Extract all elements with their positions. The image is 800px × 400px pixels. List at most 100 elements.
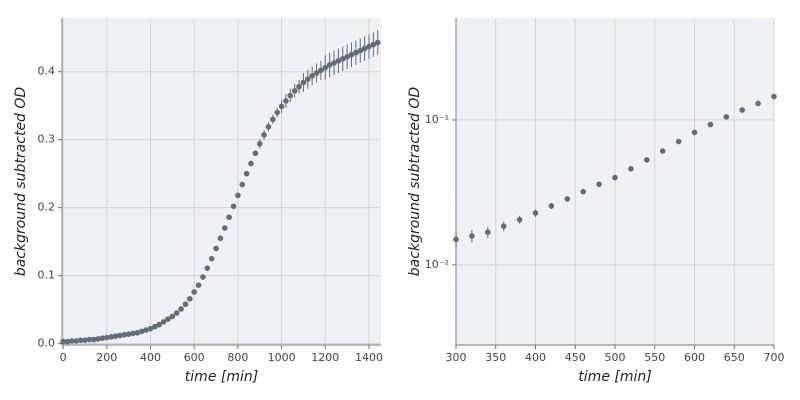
data-point	[108, 334, 114, 340]
data-point	[771, 93, 777, 100]
x-tick-label: 0	[60, 351, 67, 364]
x-tick-label: 500	[605, 351, 626, 364]
data-point	[612, 174, 618, 181]
data-point	[309, 72, 315, 79]
data-point	[313, 70, 320, 76]
data-point	[287, 92, 294, 99]
x-tick-label: 1200	[311, 351, 339, 364]
data-point	[195, 282, 202, 288]
y-tick-label: 10⁻²	[425, 258, 449, 271]
data-point	[469, 233, 475, 239]
data-point	[532, 210, 539, 216]
data-point	[283, 98, 289, 104]
data-point	[204, 265, 211, 271]
data-point	[147, 325, 154, 332]
data-point	[322, 64, 329, 71]
data-point	[169, 313, 176, 320]
data-point	[374, 39, 381, 46]
data-point	[274, 109, 281, 116]
x-axis-label: time [min]	[578, 369, 651, 385]
plot-area	[62, 18, 381, 345]
data-point	[305, 76, 311, 82]
data-point	[548, 203, 555, 209]
data-point	[60, 338, 66, 345]
data-point	[243, 170, 250, 177]
data-point	[326, 62, 333, 68]
data-point	[200, 274, 206, 280]
data-point	[357, 47, 364, 54]
data-point	[675, 138, 682, 145]
data-point	[318, 67, 324, 74]
data-point	[182, 301, 189, 308]
x-tick-label: 350	[485, 351, 506, 364]
y-tick-label: 0.3	[38, 133, 56, 146]
data-point	[235, 192, 241, 199]
data-point	[165, 316, 171, 322]
x-tick-label: 1400	[355, 351, 383, 364]
x-tick-label: 450	[565, 351, 586, 364]
series	[453, 93, 777, 248]
data-point	[723, 114, 730, 120]
y-tick-label: 0.0	[38, 337, 56, 350]
data-point	[178, 306, 184, 312]
data-point	[300, 79, 307, 86]
data-point	[217, 235, 224, 242]
data-point	[344, 53, 350, 60]
data-point	[156, 321, 163, 328]
data-point	[191, 289, 197, 295]
data-point	[644, 157, 650, 163]
data-point	[256, 140, 263, 147]
data-point	[628, 166, 634, 172]
data-point	[291, 87, 298, 94]
y-axis-label: background subtracted OD	[13, 87, 29, 277]
data-point	[564, 196, 571, 202]
data-point	[117, 332, 123, 339]
x-tick-label: 700	[764, 351, 785, 364]
data-point	[239, 181, 246, 188]
x-tick-label: 600	[684, 351, 705, 364]
data-point	[160, 319, 167, 325]
data-point	[86, 336, 93, 343]
data-point	[516, 216, 523, 223]
data-point	[143, 327, 149, 333]
x-tick-label: 1000	[268, 351, 296, 364]
y-tick-label: 0.1	[38, 269, 56, 282]
data-point	[366, 43, 372, 50]
data-point	[103, 334, 110, 341]
data-point	[261, 132, 267, 138]
x-tick-label: 800	[227, 351, 248, 364]
data-point	[580, 188, 586, 195]
x-tick-label: 550	[644, 351, 665, 364]
data-point	[64, 338, 71, 345]
data-point	[361, 45, 368, 52]
data-point	[130, 330, 136, 337]
x-tick-label: 300	[446, 351, 467, 364]
y-tick-label: 0.2	[38, 201, 56, 214]
x-tick-label: 400	[140, 351, 161, 364]
data-point	[69, 338, 75, 344]
y-axis-label: background subtracted OD	[407, 87, 423, 277]
series	[60, 30, 381, 345]
data-point	[77, 337, 84, 344]
data-point	[331, 60, 337, 66]
y-tick-label: 0.4	[38, 65, 56, 78]
data-point	[138, 328, 145, 335]
data-point	[596, 181, 602, 188]
data-point	[112, 333, 119, 339]
data-point	[73, 338, 80, 344]
x-tick-label: 650	[724, 351, 745, 364]
data-point	[270, 116, 276, 123]
data-point	[221, 225, 228, 231]
data-point	[134, 329, 141, 336]
data-point	[296, 83, 302, 90]
data-point	[348, 51, 355, 58]
data-point	[226, 214, 232, 220]
data-point	[500, 223, 507, 229]
x-axis-label: time [min]	[185, 369, 258, 385]
data-point	[152, 323, 158, 330]
data-point	[453, 236, 459, 243]
data-point	[248, 160, 254, 167]
x-tick-label: 600	[184, 351, 205, 364]
data-point	[691, 129, 698, 136]
